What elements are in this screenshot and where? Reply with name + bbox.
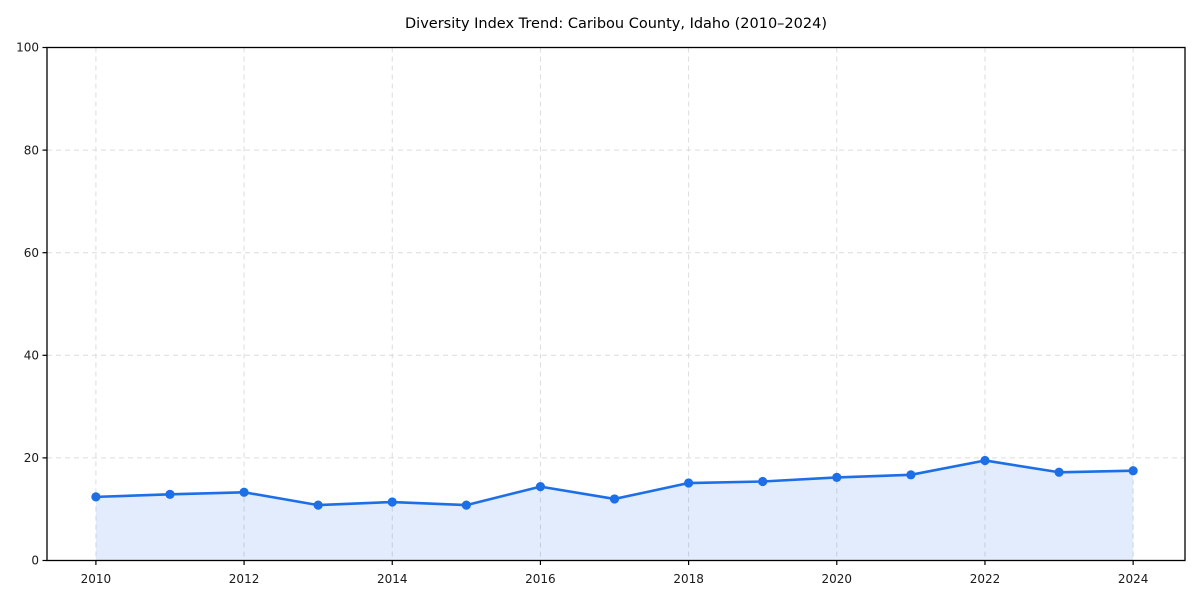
y-tick-label: 100: [16, 41, 39, 55]
data-point: [387, 497, 397, 507]
x-tick-label: 2010: [81, 572, 112, 586]
plot-background: [47, 47, 1185, 561]
y-tick-label: 20: [24, 451, 39, 465]
data-point: [239, 487, 249, 497]
x-tick-label: 2024: [1118, 572, 1149, 586]
x-tick-label: 2014: [377, 572, 408, 586]
y-tick-label: 0: [31, 554, 39, 568]
data-point: [609, 494, 620, 504]
data-point: [461, 500, 471, 510]
data-point: [906, 470, 916, 480]
x-tick-label: 2016: [525, 572, 556, 586]
y-tick-label: 80: [24, 143, 39, 157]
data-point: [1128, 466, 1138, 476]
data-point: [1054, 467, 1064, 477]
data-point: [832, 472, 842, 482]
data-point: [165, 489, 175, 499]
data-point: [313, 500, 323, 510]
y-tick-label: 60: [24, 246, 39, 260]
data-point: [758, 476, 768, 487]
plot-area: 2010 2012 2014 2016 2018 2020 2022 2024 0 20 40 60 8…: [16, 41, 1186, 586]
x-tick-label: 2018: [673, 572, 704, 586]
y-tick-label: 40: [24, 349, 39, 363]
data-point: [535, 482, 546, 492]
data-point: [91, 492, 101, 502]
x-tick-label: 2012: [229, 572, 260, 586]
area-fill: [95, 460, 1134, 561]
x-tick-label: 2020: [822, 572, 853, 586]
data-point: [684, 478, 694, 488]
axes-border: [46, 46, 1186, 562]
x-tick-label: 2022: [970, 572, 1001, 586]
chart-title: Diversity Index Trend: Caribou County, I…: [405, 16, 827, 32]
data-point: [980, 455, 990, 466]
